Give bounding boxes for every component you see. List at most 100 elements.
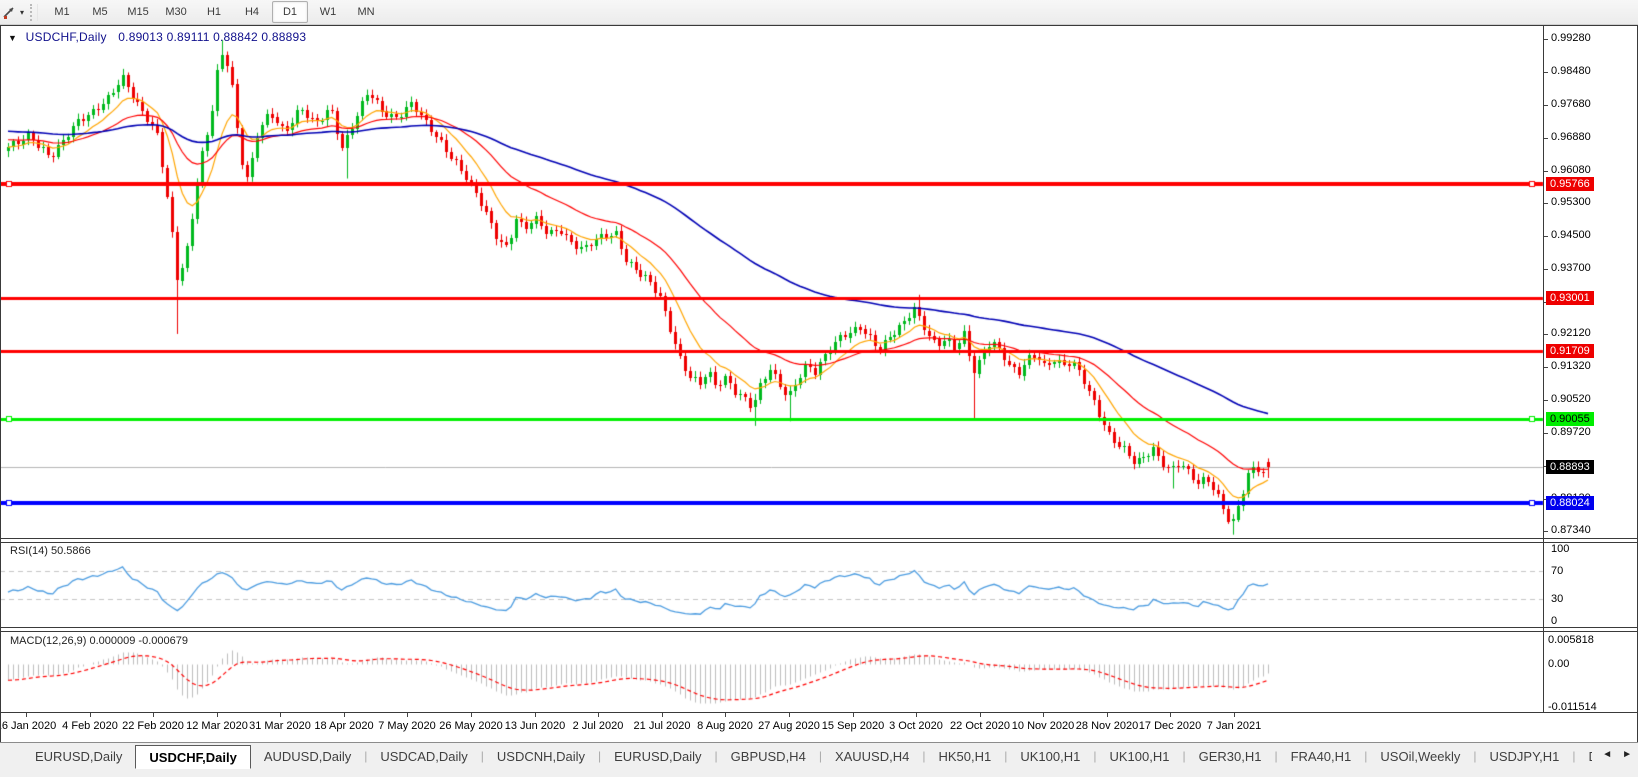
- price-axis-label: 0.96880: [1551, 131, 1591, 143]
- price-axis-tick: [1543, 105, 1548, 106]
- date-axis-tick: [916, 713, 917, 717]
- date-axis-tick: [407, 713, 408, 717]
- tab-usdcnh-daily[interactable]: USDCNH,Daily: [496, 749, 586, 764]
- timeframe-button-m5[interactable]: M5: [92, 6, 108, 18]
- tab-separator: |: [1572, 749, 1576, 763]
- rsi-label: RSI(14) 50.5866: [10, 545, 91, 557]
- price-axis-tick: [1543, 400, 1548, 401]
- macd-axis-label: 0.005818: [1548, 634, 1594, 646]
- date-axis-tick: [217, 713, 218, 717]
- date-axis-tick: [1234, 713, 1235, 717]
- rsi-axis-label: 0: [1551, 615, 1558, 627]
- tab-separator: |: [598, 749, 602, 763]
- tab-uk100-h1[interactable]: UK100,H1: [1020, 749, 1081, 764]
- tab-ger30-h1[interactable]: GER30,H1: [1198, 749, 1262, 764]
- price-axis-label: 0.96080: [1551, 164, 1591, 176]
- tab-eurusd-daily[interactable]: EURUSD,Daily: [614, 749, 702, 764]
- tab-usdcad-daily[interactable]: USDCAD,Daily: [380, 749, 468, 764]
- chart-tool-dropdown-icon[interactable]: ▾: [20, 7, 25, 17]
- tab-scroll-controls: ◄ ►: [1602, 749, 1632, 760]
- macd-label: MACD(12,26,9) 0.000009 -0.000679: [10, 635, 188, 647]
- tab-dj30-daily[interactable]: DJ30,Daily: [1575, 745, 1592, 769]
- timeframe-button-m30[interactable]: M30: [165, 6, 187, 18]
- date-axis-tick: [1043, 713, 1044, 717]
- timeframe-button-m15[interactable]: M15: [127, 6, 149, 18]
- rsi-axis-label: 70: [1551, 565, 1564, 577]
- date-axis-label: 13 Jun 2020: [504, 720, 566, 732]
- chart-symbol-label: USDCHF,Daily: [25, 30, 107, 44]
- tab-xauusd-h4[interactable]: XAUUSD,H4: [834, 749, 910, 764]
- tab-scroll-left-icon[interactable]: ◄: [1602, 749, 1613, 760]
- tab-audusd-daily[interactable]: AUDUSD,Daily: [263, 749, 352, 764]
- tab-separator: |: [1182, 749, 1186, 763]
- tab-gbpusd-h4[interactable]: GBPUSD,H4: [730, 749, 806, 764]
- chart-ohlc-values: 0.89013 0.89111 0.88842 0.88893: [118, 30, 307, 44]
- price-axis-divider: [1543, 25, 1544, 712]
- tab-separator: |: [1093, 749, 1097, 763]
- price-axis-tick: [1543, 531, 1548, 532]
- timeframe-button-group: M1 M5 M15 M30 H1 H4 D1 W1 MN: [44, 1, 384, 23]
- date-axis-tick: [725, 713, 726, 717]
- rsi-pane-top-border: [0, 542, 1638, 543]
- current-price-badge: 0.88893: [1546, 460, 1594, 474]
- price-axis-label: 0.91320: [1551, 360, 1591, 372]
- date-axis-label: 4 Feb 2020: [62, 720, 118, 732]
- tab-eurusd-daily[interactable]: EURUSD,Daily: [35, 749, 123, 764]
- date-axis-label: 18 Apr 2020: [314, 720, 374, 732]
- date-axis-label: 28 Nov 2020: [1075, 720, 1139, 732]
- tab-usdchf-daily[interactable]: USDCHF,Daily: [135, 745, 251, 769]
- date-axis-tick: [853, 713, 854, 717]
- toolbar-grip: [30, 3, 39, 21]
- timeframe-button-w1[interactable]: W1: [319, 6, 337, 18]
- price-axis-label: 0.87340: [1551, 524, 1591, 536]
- tab-hk50-h1[interactable]: HK50,H1: [938, 749, 992, 764]
- timeframe-button-mn[interactable]: MN: [357, 6, 375, 18]
- price-axis-tick: [1543, 334, 1548, 335]
- date-axis-label: 17 Dec 2020: [1138, 720, 1202, 732]
- price-axis-label: 0.94500: [1551, 229, 1591, 241]
- timeframe-button-d1[interactable]: D1: [272, 1, 309, 23]
- date-axis-tick: [26, 713, 27, 717]
- date-axis-label: 15 Sep 2020: [821, 720, 885, 732]
- tab-separator: |: [714, 749, 718, 763]
- timeframe-button-h4[interactable]: H4: [244, 6, 260, 18]
- main-pane-bottom-border: [0, 538, 1638, 539]
- timeframe-button-h1[interactable]: H1: [206, 6, 222, 18]
- date-axis-tick: [344, 713, 345, 717]
- date-axis-label: 22 Oct 2020: [950, 720, 1010, 732]
- price-axis-tick: [1543, 138, 1548, 139]
- timeframe-button-m1[interactable]: M1: [54, 6, 70, 18]
- tab-scroll-right-icon[interactable]: ►: [1622, 749, 1632, 760]
- tab-separator: |: [1274, 749, 1278, 763]
- price-axis-label: 0.97680: [1551, 98, 1591, 110]
- date-axis-tick: [535, 713, 536, 717]
- price-level-badge: 0.91709: [1546, 344, 1594, 358]
- tab-separator: |: [480, 749, 484, 763]
- window-top-border: [0, 25, 1638, 26]
- chart-tab-strip: EURUSD,Daily USDCHF,Daily AUDUSD,Daily | USD…: [22, 745, 1592, 769]
- chart-collapse-icon[interactable]: ▼: [8, 33, 18, 43]
- chart-tabs-bar: EURUSD,Daily USDCHF,Daily AUDUSD,Daily | USD…: [0, 742, 1638, 777]
- date-axis-tick: [153, 713, 154, 717]
- date-axis-label: 31 Mar 2020: [249, 720, 311, 732]
- price-axis-label: 0.89720: [1551, 426, 1591, 438]
- chart-cursor-icon[interactable]: [2, 4, 18, 20]
- tab-uk100-h1[interactable]: UK100,H1: [1109, 749, 1170, 764]
- date-axis-label: 12 Mar 2020: [186, 720, 248, 732]
- date-axis-tick: [598, 713, 599, 717]
- chart-window: ▼ USDCHF,Daily 0.89013 0.89111 0.88842 0…: [0, 25, 1638, 777]
- chart-title: ▼ USDCHF,Daily 0.89013 0.89111 0.88842 0…: [8, 30, 306, 44]
- main-chart-canvas[interactable]: [0, 25, 1638, 777]
- price-axis-tick: [1543, 499, 1548, 500]
- date-axis-label: 10 Nov 2020: [1011, 720, 1075, 732]
- date-axis-label: 3 Oct 2020: [889, 720, 943, 732]
- tab-separator: |: [818, 749, 822, 763]
- tab-usoil-weekly[interactable]: USOil,Weekly: [1380, 749, 1461, 764]
- price-axis-tick: [1543, 39, 1548, 40]
- price-axis-tick: [1543, 171, 1548, 172]
- date-axis-label: 16 Jan 2020: [0, 720, 57, 732]
- date-axis-label: 2 Jul 2020: [572, 720, 624, 732]
- date-axis-label: 26 May 2020: [439, 720, 503, 732]
- tab-fra40-h1[interactable]: FRA40,H1: [1290, 749, 1352, 764]
- tab-usdjpy-h1[interactable]: USDJPY,H1: [1489, 749, 1560, 764]
